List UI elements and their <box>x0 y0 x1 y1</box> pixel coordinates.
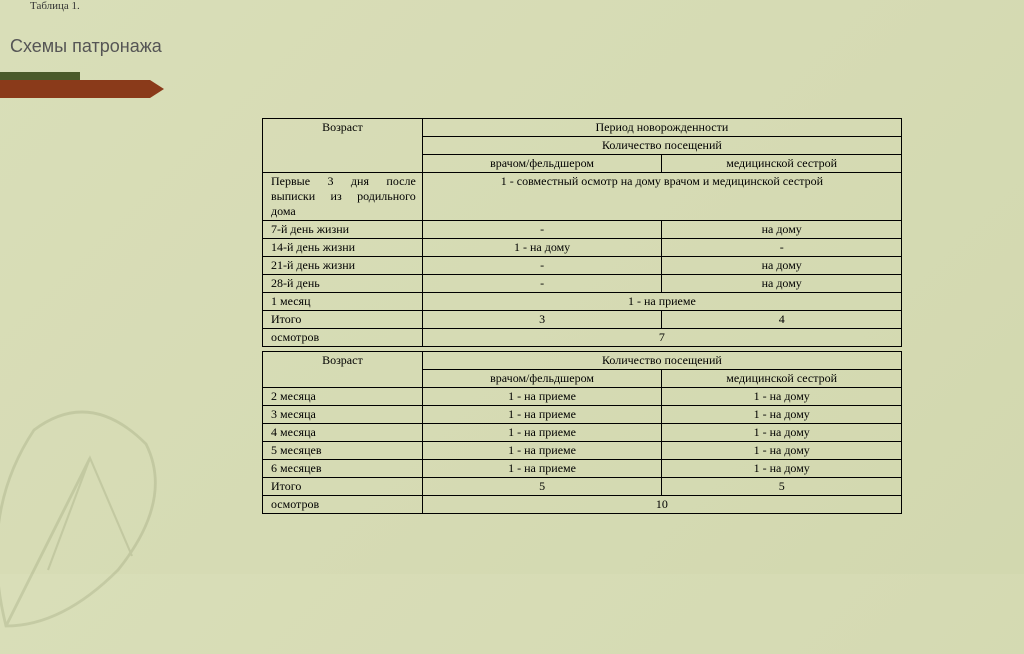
cell-doctor: 5 <box>422 478 662 496</box>
table-number-label: Таблица 1. <box>30 0 80 12</box>
cell-age: Итого <box>263 311 423 329</box>
cell-age: 21-й день жизни <box>263 257 423 275</box>
table-row: осмотров10 <box>263 496 902 514</box>
table-row: 3 месяца1 - на приеме1 - на дому <box>263 406 902 424</box>
cell-nurse: 1 - на дому <box>662 442 902 460</box>
table-row: 28-й день-на дому <box>263 275 902 293</box>
cell-doctor: - <box>422 275 662 293</box>
cell-age: 1 месяц <box>263 293 423 311</box>
cell-doctor: - <box>422 221 662 239</box>
table-row: 21-й день жизни-на дому <box>263 257 902 275</box>
header-doctor: врачом/фельдшером <box>422 370 662 388</box>
cell-age: осмотров <box>263 496 423 514</box>
header-age: Возраст <box>263 352 423 388</box>
table-row: осмотров7 <box>263 329 902 347</box>
cell-doctor: 3 <box>422 311 662 329</box>
table-row: 5 месяцев1 - на приеме1 - на дому <box>263 442 902 460</box>
cell-nurse: 4 <box>662 311 902 329</box>
table-row: 4 месяца1 - на приеме1 - на дому <box>263 424 902 442</box>
table-row: Возраст Количество посещений <box>263 352 902 370</box>
cell-nurse: 1 - на дому <box>662 460 902 478</box>
cell-merged: 1 - на приеме <box>422 293 901 311</box>
decoration-accent <box>0 72 175 100</box>
cell-age: 4 месяца <box>263 424 423 442</box>
cell-merged: 7 <box>422 329 901 347</box>
cell-doctor: 1 - на дому <box>422 239 662 257</box>
cell-age: 2 месяца <box>263 388 423 406</box>
cell-age: 3 месяца <box>263 406 423 424</box>
header-doctor: врачом/фельдшером <box>422 155 662 173</box>
cell-nurse: на дому <box>662 257 902 275</box>
header-period: Период новорожденности <box>422 119 901 137</box>
slide-title: Схемы патронажа <box>10 36 162 57</box>
decoration-bar-top <box>0 72 80 80</box>
decoration-bar-main <box>0 80 150 98</box>
leaf-decoration-icon <box>0 374 240 654</box>
table-row: 1 месяц1 - на приеме <box>263 293 902 311</box>
cell-doctor: 1 - на приеме <box>422 442 662 460</box>
cell-age: 28-й день <box>263 275 423 293</box>
cell-age: Итого <box>263 478 423 496</box>
table-row: 2 месяца1 - на приеме1 - на дому <box>263 388 902 406</box>
cell-age: Первые 3 дня после выписки из родильного… <box>263 173 423 221</box>
cell-nurse: на дому <box>662 221 902 239</box>
cell-doctor: 1 - на приеме <box>422 406 662 424</box>
cell-nurse: на дому <box>662 275 902 293</box>
table-row: Итого55 <box>263 478 902 496</box>
cell-nurse: 1 - на дому <box>662 424 902 442</box>
cell-age: 5 месяцев <box>263 442 423 460</box>
header-nurse: медицинской сестрой <box>662 155 902 173</box>
cell-doctor: 1 - на приеме <box>422 424 662 442</box>
table-row: 14-й день жизни1 - на дому- <box>263 239 902 257</box>
cell-age: 6 месяцев <box>263 460 423 478</box>
tables-container: Возраст Период новорожденности Количеств… <box>262 118 902 514</box>
header-visits: Количество посещений <box>422 352 901 370</box>
cell-merged: 10 <box>422 496 901 514</box>
table-row: Возраст Период новорожденности <box>263 119 902 137</box>
cell-nurse: 1 - на дому <box>662 388 902 406</box>
cell-age: 14-й день жизни <box>263 239 423 257</box>
cell-doctor: 1 - на приеме <box>422 388 662 406</box>
cell-doctor: 1 - на приеме <box>422 460 662 478</box>
table-row: Итого34 <box>263 311 902 329</box>
table-row: 6 месяцев1 - на приеме1 - на дому <box>263 460 902 478</box>
table-months: Возраст Количество посещений врачом/фель… <box>262 351 902 514</box>
cell-nurse: 1 - на дому <box>662 406 902 424</box>
table-row: Первые 3 дня после выписки из родильного… <box>263 173 902 221</box>
header-age: Возраст <box>263 119 423 173</box>
table-newborn-period: Возраст Период новорожденности Количеств… <box>262 118 902 347</box>
cell-age: 7-й день жизни <box>263 221 423 239</box>
cell-merged: 1 - совместный осмотр на дому врачом и м… <box>422 173 901 221</box>
header-visits: Количество посещений <box>422 137 901 155</box>
header-nurse: медицинской сестрой <box>662 370 902 388</box>
cell-age: осмотров <box>263 329 423 347</box>
cell-doctor: - <box>422 257 662 275</box>
cell-nurse: 5 <box>662 478 902 496</box>
cell-nurse: - <box>662 239 902 257</box>
decoration-arrow <box>150 80 164 98</box>
table-row: 7-й день жизни-на дому <box>263 221 902 239</box>
